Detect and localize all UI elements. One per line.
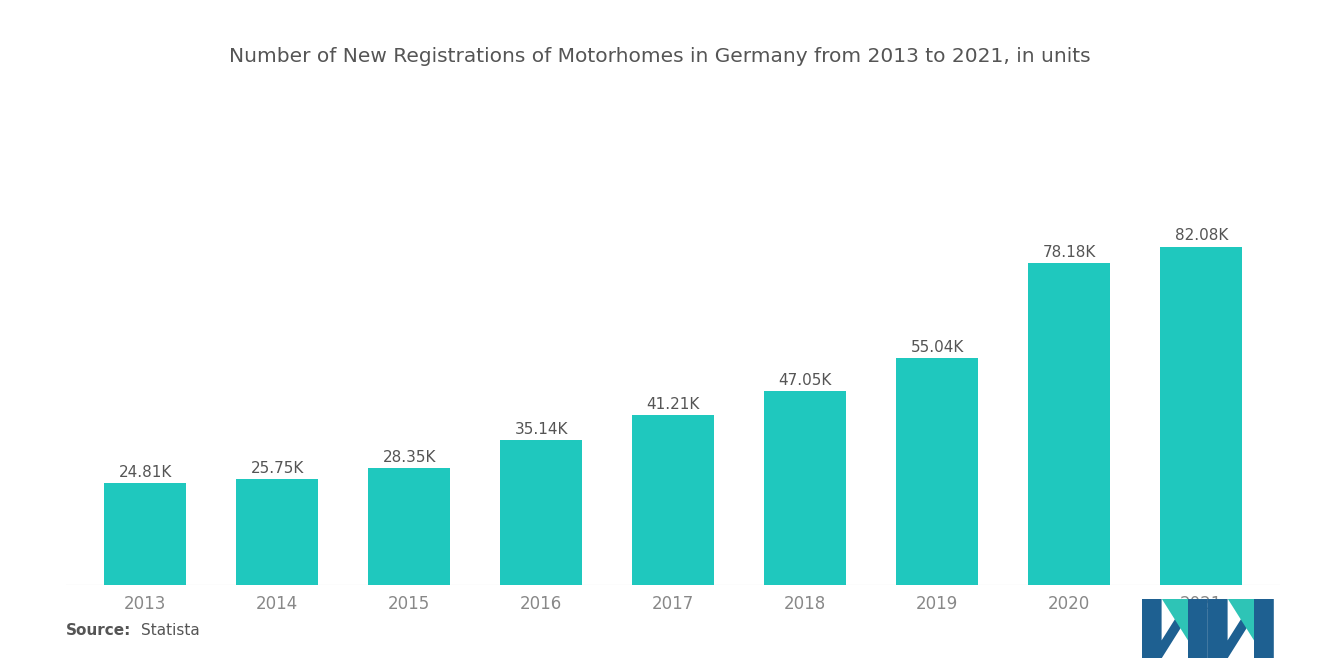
Bar	[632, 415, 714, 585]
Text: 55.04K: 55.04K	[911, 340, 964, 355]
Bar	[104, 483, 186, 585]
Bar	[500, 440, 582, 585]
Text: 47.05K: 47.05K	[779, 373, 832, 388]
Text: 78.18K: 78.18K	[1043, 245, 1096, 259]
Text: Number of New Registrations of Motorhomes in Germany from 2013 to 2021, in units: Number of New Registrations of Motorhome…	[230, 47, 1090, 66]
Text: 25.75K: 25.75K	[251, 461, 304, 475]
Text: 35.14K: 35.14K	[515, 422, 568, 437]
Polygon shape	[1142, 598, 1208, 658]
Bar	[236, 479, 318, 585]
Text: Statista: Statista	[141, 623, 201, 638]
Text: 82.08K: 82.08K	[1175, 229, 1228, 243]
Bar	[1160, 247, 1242, 585]
Bar	[896, 358, 978, 585]
Bar	[1028, 263, 1110, 585]
Polygon shape	[1162, 598, 1188, 640]
Bar	[368, 468, 450, 585]
Polygon shape	[1228, 598, 1254, 640]
Text: 24.81K: 24.81K	[119, 465, 172, 479]
Bar	[764, 391, 846, 585]
Text: Source:: Source:	[66, 623, 132, 638]
Polygon shape	[1208, 598, 1274, 658]
Text: 28.35K: 28.35K	[383, 450, 436, 465]
Text: 41.21K: 41.21K	[647, 397, 700, 412]
